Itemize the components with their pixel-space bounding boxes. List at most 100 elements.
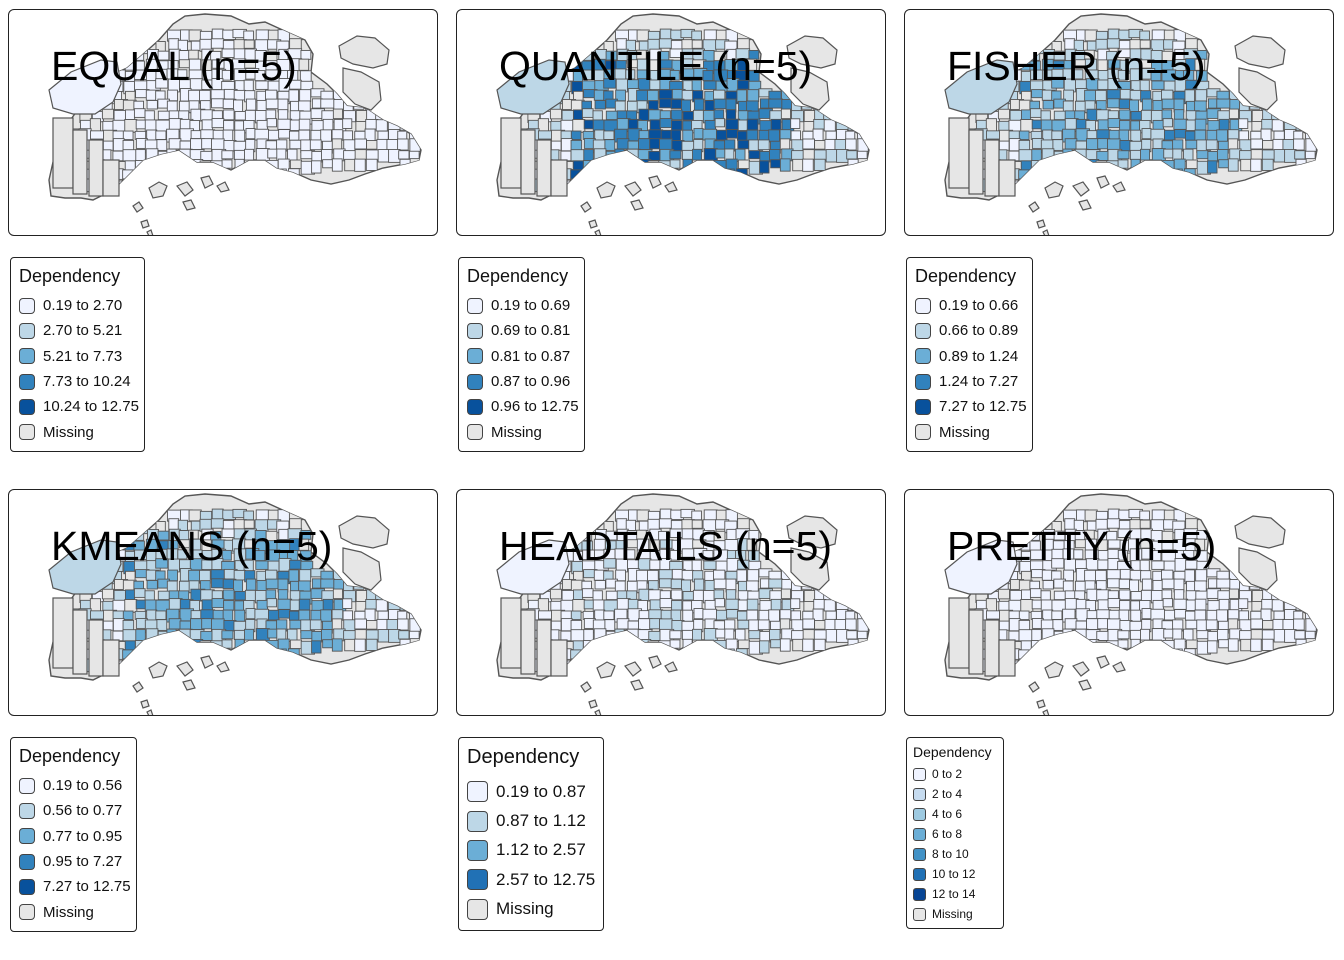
subzone-polygon [244,148,255,162]
subzone-polygon [681,569,694,581]
offshore-island [342,67,382,111]
subzone-polygon [714,639,727,649]
legend-swatch [19,853,35,870]
subzone-polygon [659,28,672,41]
legend-title: Dependency [913,744,992,760]
offshore-island [1234,515,1286,549]
subzone-polygon [254,608,270,621]
subzone-polygon [398,630,410,640]
legend-swatch [913,887,926,901]
subzone-polygon [1040,170,1053,185]
legend-item: 2 to 4 [913,784,997,804]
subzone-polygon [834,109,850,120]
subzone-polygon [857,158,869,168]
offshore-island [1078,679,1092,691]
subzone-polygon [190,610,202,620]
offshore-island [630,679,644,691]
subzone-polygon [1130,129,1142,142]
subzone-polygon [605,169,618,183]
subzone-polygon [1185,639,1198,650]
subzone-polygon [122,629,137,642]
subzone-polygon [572,109,584,120]
subzone-polygon [1184,569,1195,583]
subzone-polygon [299,89,312,102]
subzone-polygon [627,649,639,661]
legend-swatch [915,322,931,339]
legend-label: 0.19 to 0.56 [43,777,123,795]
subzone-polygon [1150,649,1163,661]
subzone-polygon [790,118,801,129]
legend-label: 0.66 to 0.89 [939,322,1019,340]
legend-label: 7.73 to 10.24 [43,373,131,391]
legend-label: Missing [496,899,554,919]
subzone-polygon [343,630,357,641]
legend-item: 0.95 to 7.27 [19,849,128,874]
subzone-polygon [1150,639,1162,650]
subzone-polygon [550,620,562,631]
subzone-polygon [1194,598,1207,611]
subzone-polygon [713,578,728,590]
subzone-polygon [144,641,159,652]
subzone-polygon [265,578,280,590]
legend-swatch [19,398,35,415]
subzone-polygon [725,118,741,130]
subzone-polygon [747,89,760,102]
subzone-polygon [221,639,233,649]
subzone-polygon [537,598,549,613]
subzone-polygon [1107,598,1121,609]
subzone-polygon [277,118,293,130]
legend-item: 0 to 2 [913,764,997,784]
subzone-polygon [570,610,582,621]
offshore-island [1042,229,1050,235]
subzone-polygon [549,108,562,120]
subzone-polygon [1018,178,1032,193]
subzone-polygon [702,159,714,170]
subzone-polygon [1216,149,1229,162]
subzone-polygon [848,569,862,583]
subzone-polygon [299,569,312,582]
subzone-polygon [1020,119,1034,133]
subzone-polygon [603,558,617,569]
subzone-polygon [266,118,277,128]
subzone-polygon [331,138,343,151]
subzone-polygon [1294,630,1306,640]
map-panel-equal: EQUAL (n=5) [8,9,438,236]
subzone-polygon [211,598,225,609]
subzone-polygon [779,138,791,151]
subzone-polygon [277,598,293,610]
legend-label: 0.19 to 0.87 [496,781,586,801]
subzone-polygon [266,598,277,608]
subzone-polygon [1117,549,1128,561]
subzone-polygon [179,620,192,630]
subzone-polygon [1117,639,1129,649]
subzone-polygon [1008,630,1020,642]
legend-label: 0.96 to 12.75 [491,398,579,416]
industrial-subzone [984,619,1000,677]
subzone-polygon [1053,169,1066,183]
subzone-polygon [386,579,398,591]
legend-item: Missing [19,419,136,444]
industrial-subzone [72,609,88,675]
subzone-polygon [155,158,169,171]
subzone-polygon [1296,569,1310,583]
subzone-polygon [1008,150,1020,162]
subzone-polygon [725,598,741,610]
offshore-island [1044,661,1064,679]
offshore-island [342,547,382,591]
legend-title: Dependency [19,266,121,286]
subzone-polygon [386,99,398,111]
industrial-subzone [520,609,536,675]
subzone-polygon [155,130,167,140]
subzone-polygon [1172,168,1183,183]
offshore-island [182,199,196,211]
subzone-polygon [1195,569,1208,582]
legend-label: 0.95 to 7.27 [43,853,123,871]
offshore-island [594,709,602,715]
offshore-island [648,655,662,669]
offshore-island [1238,547,1278,591]
subzone-polygon [233,569,246,581]
subzone-polygon [1295,98,1307,113]
offshore-island [588,699,598,709]
subzone-polygon [133,660,148,672]
subzone-polygon [724,168,735,183]
